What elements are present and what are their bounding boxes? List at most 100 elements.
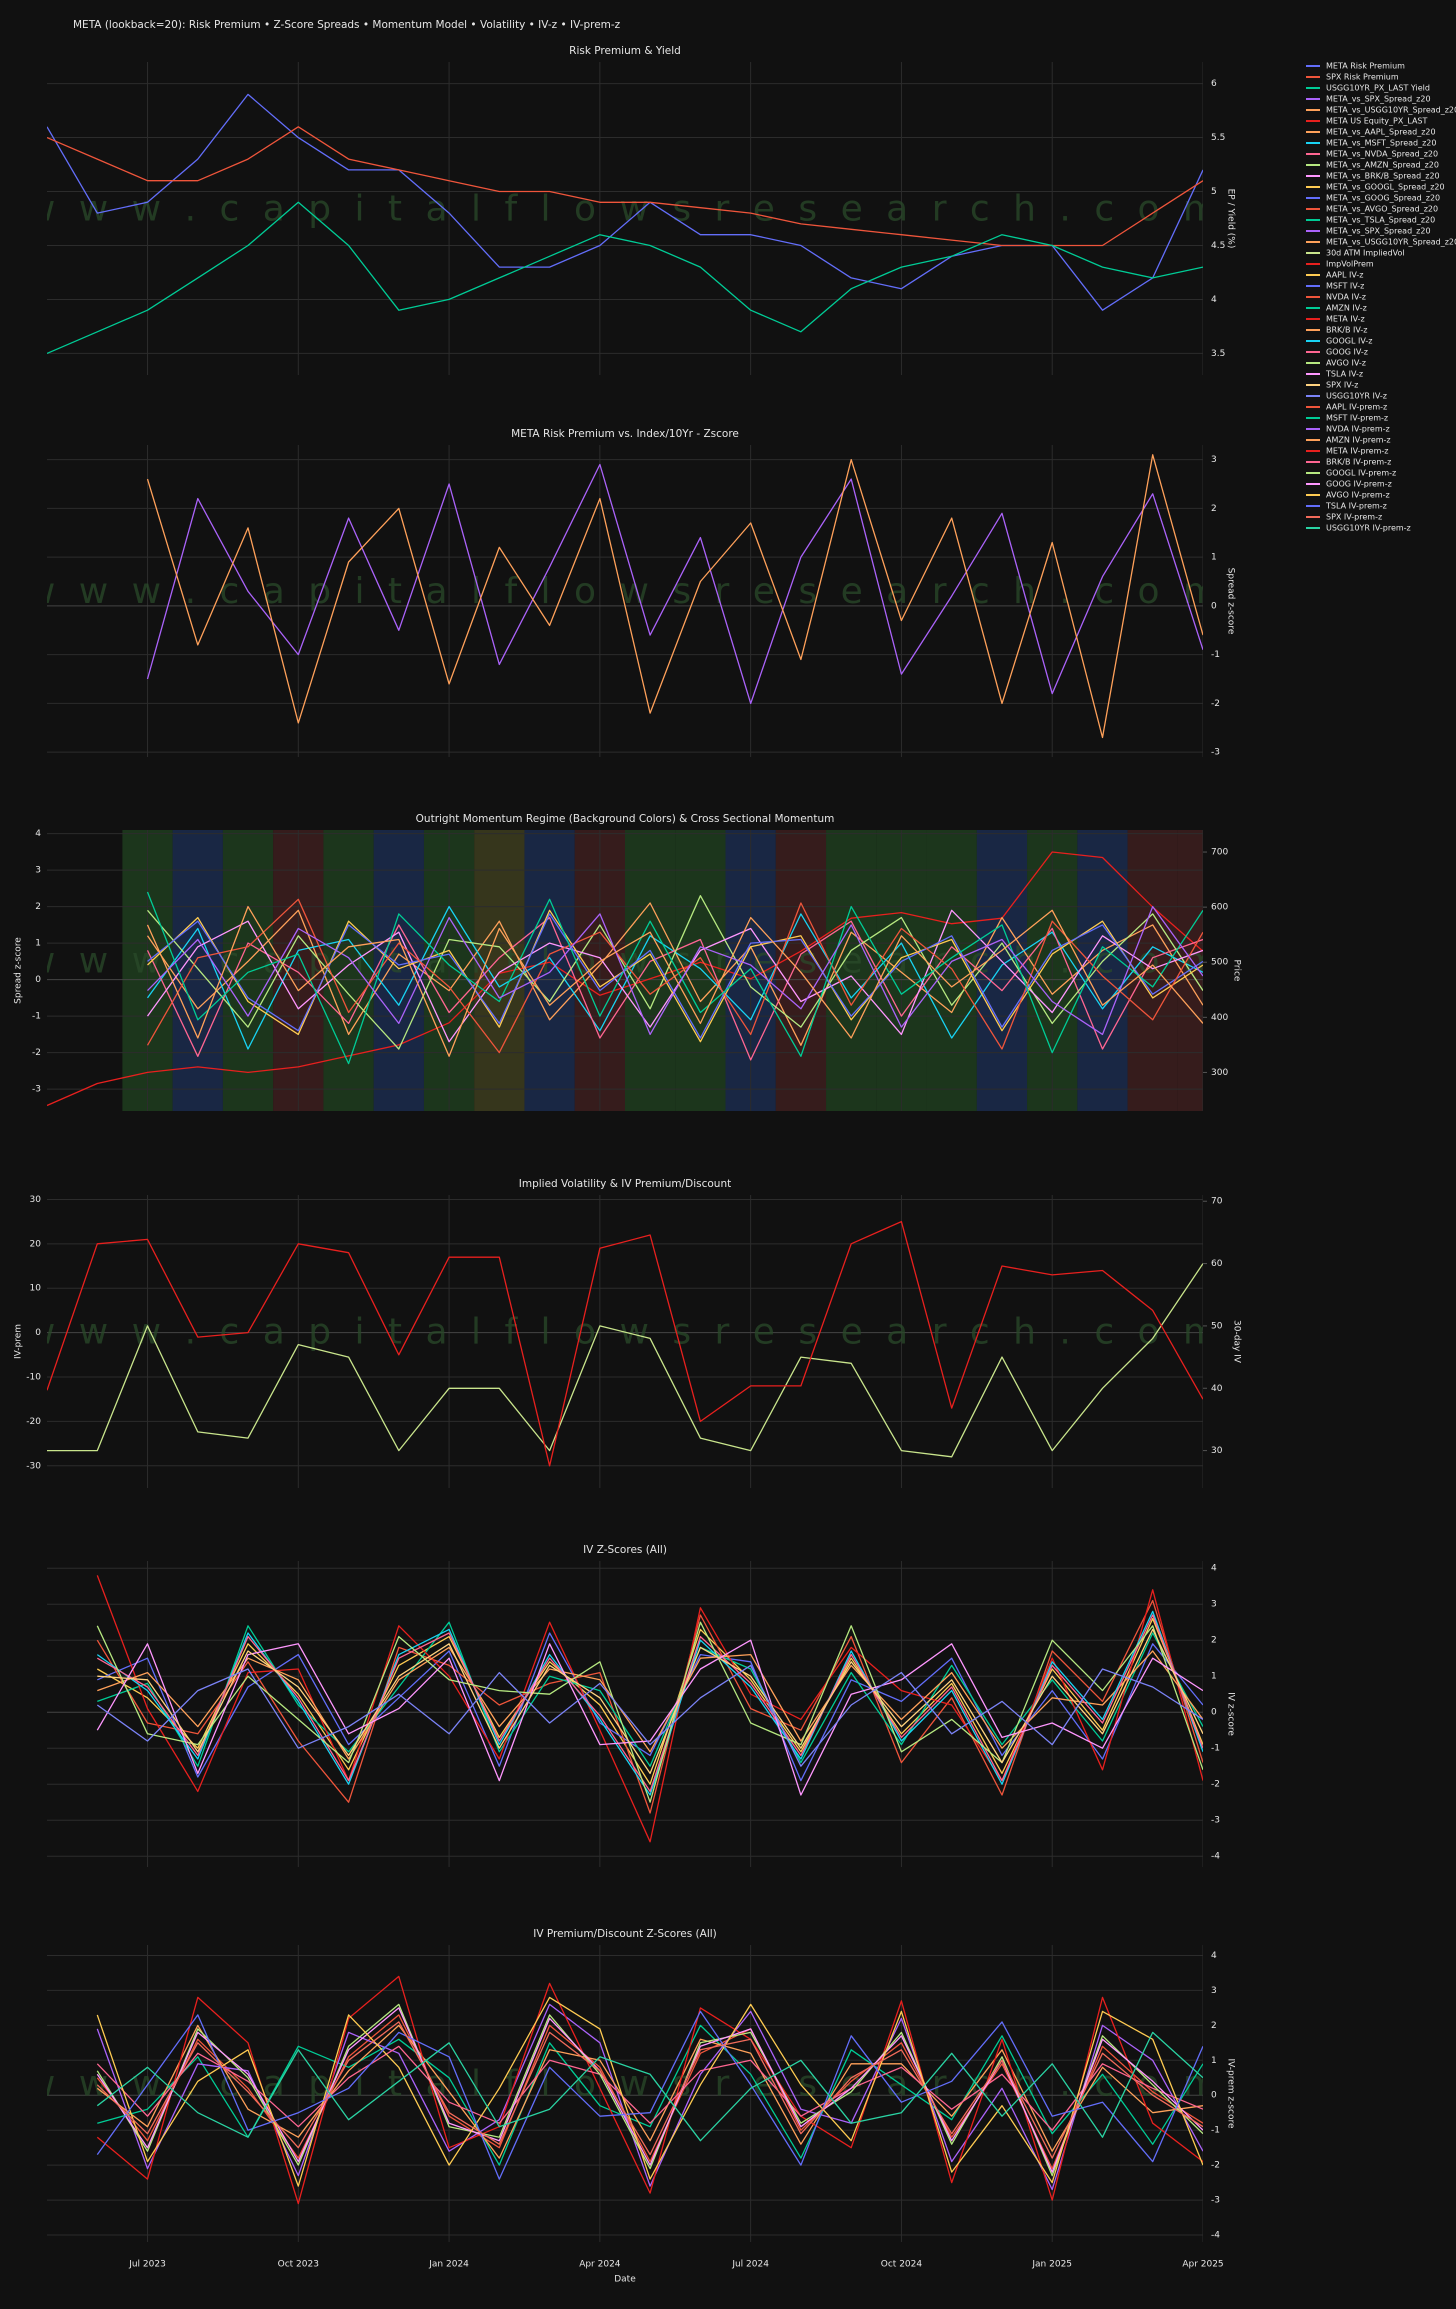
legend-label: META_vs_TSLA_Spread_z20 bbox=[1326, 216, 1435, 225]
series-line bbox=[96, 2010, 1203, 2180]
y-tick-label: 1 bbox=[1211, 2056, 1217, 2066]
y-tick-label: 20 bbox=[30, 1239, 42, 1249]
series-line bbox=[147, 895, 1203, 1050]
legend-label: AVGO IV-z bbox=[1326, 359, 1366, 368]
x-tick-label: Jan 2024 bbox=[428, 2260, 469, 2270]
series-line bbox=[96, 1621, 1203, 1803]
series-line bbox=[146, 909, 1203, 1043]
series-line bbox=[146, 891, 1203, 1065]
series-line bbox=[47, 126, 1203, 247]
y-tick-label: 4 bbox=[1211, 295, 1217, 305]
y-tick-label: 1 bbox=[35, 939, 41, 949]
y-tick-label: 0 bbox=[35, 975, 41, 985]
y-axis-title: IV-prem z-score bbox=[1226, 2058, 1236, 2129]
y2-tick-label: 600 bbox=[1211, 903, 1228, 913]
panel-title: META Risk Premium vs. Index/10Yr - Zscor… bbox=[511, 428, 739, 440]
legend-label: META IV-prem-z bbox=[1326, 447, 1388, 456]
legend-label: META_vs_AAPL_Spread_z20 bbox=[1326, 128, 1436, 137]
series-line bbox=[146, 454, 1203, 739]
legend-label: SPX IV-prem-z bbox=[1326, 513, 1382, 522]
y-tick-label: 0 bbox=[1211, 601, 1217, 611]
legend-label: GOOG IV-z bbox=[1326, 348, 1368, 357]
legend-label: META_vs_GOOG_Spread_z20 bbox=[1326, 194, 1440, 203]
legend-label: AMZN IV-prem-z bbox=[1326, 436, 1391, 445]
y-tick-label: -1 bbox=[1211, 1744, 1220, 1754]
y-tick-label: 3.5 bbox=[1211, 349, 1225, 359]
y-tick-label: -2 bbox=[1211, 699, 1220, 709]
series-line bbox=[47, 1263, 1203, 1458]
series-line bbox=[47, 1220, 1203, 1467]
legend-label: META_vs_AVGO_Spread_z20 bbox=[1326, 205, 1438, 214]
y-tick-label: 4.5 bbox=[1211, 241, 1225, 251]
series-line bbox=[97, 1646, 1203, 1760]
legend-label: BRK/B IV-z bbox=[1326, 326, 1367, 335]
y-tick-label: 3 bbox=[1211, 455, 1217, 465]
series-line bbox=[96, 2031, 1203, 2142]
panel: w w w . c a p i t a l f l o w s r e s e … bbox=[47, 1195, 1203, 1488]
y-tick-label: 4 bbox=[35, 829, 41, 839]
regime-band bbox=[222, 830, 274, 1111]
y2-tick-label: 700 bbox=[1211, 848, 1228, 858]
y-tick-label: 1 bbox=[1211, 1672, 1217, 1682]
y-tick-label: -1 bbox=[32, 1012, 41, 1022]
series-line bbox=[96, 1664, 1203, 1767]
legend-label: META Risk Premium bbox=[1326, 62, 1405, 71]
legend-label: META_vs_NVDA_Spread_z20 bbox=[1326, 150, 1438, 159]
x-axis-title: Date bbox=[614, 2275, 636, 2285]
y2-axis-title: 30-day IV bbox=[1232, 1320, 1242, 1364]
watermark: w w w . c a p i t a l f l o w s r e s e … bbox=[26, 189, 1224, 230]
y-tick-label: -4 bbox=[1211, 2231, 1220, 2241]
y-tick-label: 0 bbox=[1211, 2091, 1217, 2101]
y-tick-label: -3 bbox=[1211, 1816, 1220, 1826]
series-line bbox=[96, 1614, 1203, 1793]
x-tick-label: Apr 2024 bbox=[579, 2260, 621, 2270]
legend-label: BRK/B IV-prem-z bbox=[1326, 458, 1391, 467]
series-line bbox=[47, 201, 1203, 354]
y-tick-label: 30 bbox=[30, 1195, 42, 1205]
legend-label: USGG10YR IV-prem-z bbox=[1326, 524, 1411, 533]
legend-label: MSFT IV-z bbox=[1326, 282, 1364, 291]
y2-axis-title: Price bbox=[1232, 960, 1242, 982]
legend-label: AVGO IV-prem-z bbox=[1326, 491, 1390, 500]
y-tick-label: -4 bbox=[1211, 1852, 1220, 1862]
y-tick-label: 6 bbox=[1211, 79, 1217, 89]
series-line bbox=[146, 898, 1203, 1054]
y2-tick-label: 400 bbox=[1211, 1013, 1228, 1023]
regime-band bbox=[1077, 830, 1128, 1111]
panel: w w w . c a p i t a l f l o w s r e s e … bbox=[47, 1945, 1203, 2242]
series-line bbox=[47, 851, 1203, 1107]
y-tick-label: 4 bbox=[1211, 1951, 1217, 1961]
x-tick-label: Oct 2023 bbox=[278, 2260, 319, 2270]
y-axis-title: EP / Yield (%) bbox=[1226, 189, 1236, 249]
legend-label: META_vs_USGG10YR_Spread_z20 bbox=[1326, 106, 1456, 115]
y-tick-label: -30 bbox=[26, 1461, 41, 1471]
y-tick-label: -2 bbox=[1211, 2161, 1220, 2171]
y2-tick-label: 30 bbox=[1211, 1446, 1223, 1456]
y-tick-label: 3 bbox=[1211, 1986, 1217, 1996]
legend-label: AMZN IV-z bbox=[1326, 304, 1367, 313]
y-tick-label: 2 bbox=[35, 902, 41, 912]
y-tick-label: -1 bbox=[1211, 650, 1220, 660]
panel-title: Risk Premium & Yield bbox=[569, 45, 681, 57]
y-tick-label: 4 bbox=[1211, 1564, 1217, 1574]
legend-label: GOOGL IV-z bbox=[1326, 337, 1372, 346]
y-axis-title: IV z-score bbox=[1226, 1692, 1236, 1736]
y-tick-label: -1 bbox=[1211, 2126, 1220, 2136]
panel: w w w . c a p i t a l f l o w s r e s e … bbox=[26, 62, 1224, 375]
y2-tick-label: 500 bbox=[1211, 958, 1228, 968]
y-tick-label: -2 bbox=[1211, 1780, 1220, 1790]
legend-label: META_vs_BRK/B_Spread_z20 bbox=[1326, 172, 1440, 181]
y-axis-title: Spread z-score bbox=[14, 937, 24, 1004]
legend-label: META_vs_SPX_Spread_z20 bbox=[1326, 227, 1431, 236]
y-axis-title: IV-prem bbox=[14, 1324, 24, 1359]
y-tick-label: 3 bbox=[1211, 1600, 1217, 1610]
y-tick-label: 0 bbox=[35, 1328, 41, 1338]
series-line bbox=[146, 905, 1203, 1057]
main-title: META (lookback=20): Risk Premium • Z-Sco… bbox=[73, 19, 621, 31]
y-tick-label: -3 bbox=[32, 1085, 41, 1095]
y-tick-label: 2 bbox=[1211, 1636, 1217, 1646]
legend-label: META_vs_USGG10YR_Spread_z20 bbox=[1326, 238, 1456, 247]
legend-label: ImpVolPrem bbox=[1326, 260, 1374, 269]
